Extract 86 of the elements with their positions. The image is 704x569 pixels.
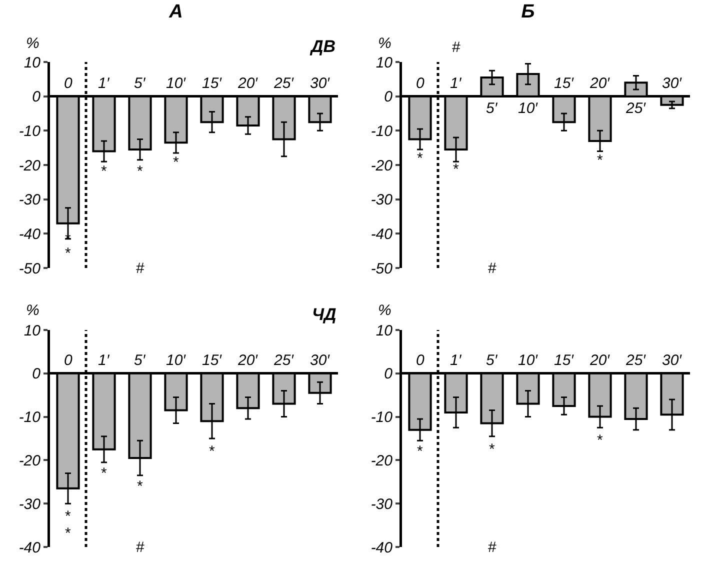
x-tick-label: 25′ (273, 352, 295, 369)
y-tick-label: -20 (370, 452, 394, 470)
annotation: * (453, 161, 459, 178)
y-tick-label: -50 (18, 260, 42, 278)
annotation: * (417, 443, 423, 460)
x-tick-label: 15′ (554, 75, 575, 92)
y-tick-label: -20 (370, 157, 394, 174)
x-tick-label: 10′ (166, 352, 187, 369)
x-tick-label: 15′ (202, 352, 223, 369)
y-tick-label: -40 (18, 539, 42, 556)
x-tick-label: 20′ (237, 75, 259, 92)
x-tick-label: 30′ (310, 75, 331, 92)
text: # (452, 39, 461, 56)
x-tick-label: 5′ (486, 352, 498, 369)
y-axis-title: % (26, 35, 40, 52)
annotation: * (65, 508, 71, 525)
annotation: * (209, 443, 215, 460)
x-tick-label: 10′ (518, 100, 539, 117)
text: ДВ (309, 37, 336, 56)
y-tick-label: -30 (18, 192, 42, 209)
y-tick-label: -30 (18, 496, 42, 513)
x-tick-label: 30′ (662, 352, 683, 369)
x-tick-label: 5′ (486, 100, 498, 117)
chart-title: А (168, 2, 183, 23)
y-tick-label: -10 (370, 409, 394, 426)
y-tick-label: 10 (376, 54, 394, 72)
x-tick-label: 1′ (98, 352, 110, 369)
y-tick-label: 10 (24, 322, 42, 340)
annotation: # (136, 260, 145, 277)
y-tick-label: -10 (18, 409, 42, 426)
annotation: * (65, 245, 71, 262)
annotation: * (489, 441, 495, 458)
y-axis-title: % (26, 302, 40, 319)
annotation: * (65, 525, 71, 542)
y-tick-label: -10 (370, 122, 394, 140)
annotation: * (597, 152, 603, 169)
y-tick-label: -40 (370, 226, 394, 243)
x-tick-label: 0 (416, 75, 425, 92)
x-tick-label: 0 (416, 352, 425, 369)
y-tick-label: 0 (384, 366, 394, 383)
x-tick-label: 20′ (589, 352, 611, 369)
x-tick-label: 1′ (98, 75, 110, 92)
y-tick-label: 10 (376, 322, 394, 340)
y-tick-label: -30 (370, 496, 394, 513)
x-tick-label: 0 (64, 352, 73, 369)
annotation: * (101, 163, 107, 180)
annotation: # (488, 260, 497, 277)
y-tick-label: 0 (384, 88, 394, 106)
y-tick-label: 10 (24, 54, 42, 72)
x-tick-label: 25′ (273, 75, 295, 92)
annotation: * (137, 163, 143, 180)
annotation: # (136, 539, 145, 556)
annotation: * (417, 150, 423, 167)
annotation: * (137, 478, 143, 495)
x-tick-label: 5′ (134, 352, 146, 369)
y-tick-label: -40 (18, 226, 42, 243)
x-tick-label: 15′ (554, 352, 575, 369)
annotation: * (101, 465, 107, 482)
y-tick-label: -40 (370, 539, 394, 556)
y-tick-label: -10 (18, 122, 42, 140)
x-tick-label: 20′ (237, 352, 259, 369)
y-axis-title: % (378, 302, 392, 319)
annotation: * (597, 432, 603, 449)
x-tick-label: 1′ (450, 352, 462, 369)
annotation: # (488, 539, 497, 556)
x-tick-label: 30′ (310, 352, 331, 369)
x-tick-label: 1′ (450, 75, 462, 92)
y-tick-label: -30 (370, 192, 394, 209)
x-tick-label: 20′ (589, 75, 611, 92)
x-tick-label: 10′ (166, 75, 187, 92)
x-tick-label: 25′ (625, 100, 647, 117)
y-tick-label: -50 (370, 260, 394, 278)
y-tick-label: 0 (32, 366, 42, 383)
y-axis-title: % (378, 35, 392, 52)
x-tick-label: 0 (64, 75, 73, 92)
x-tick-label: 30′ (662, 75, 683, 92)
y-tick-label: 0 (32, 88, 42, 106)
x-tick-label: 5′ (134, 75, 146, 92)
text: ЧД (312, 305, 336, 324)
y-tick-label: -20 (18, 157, 42, 174)
y-tick-label: -20 (18, 452, 42, 470)
annotation: * (173, 154, 179, 171)
chart-title: Б (521, 2, 535, 23)
x-tick-label: 15′ (202, 75, 223, 92)
x-tick-label: 10′ (518, 352, 539, 369)
x-tick-label: 25′ (625, 352, 647, 369)
